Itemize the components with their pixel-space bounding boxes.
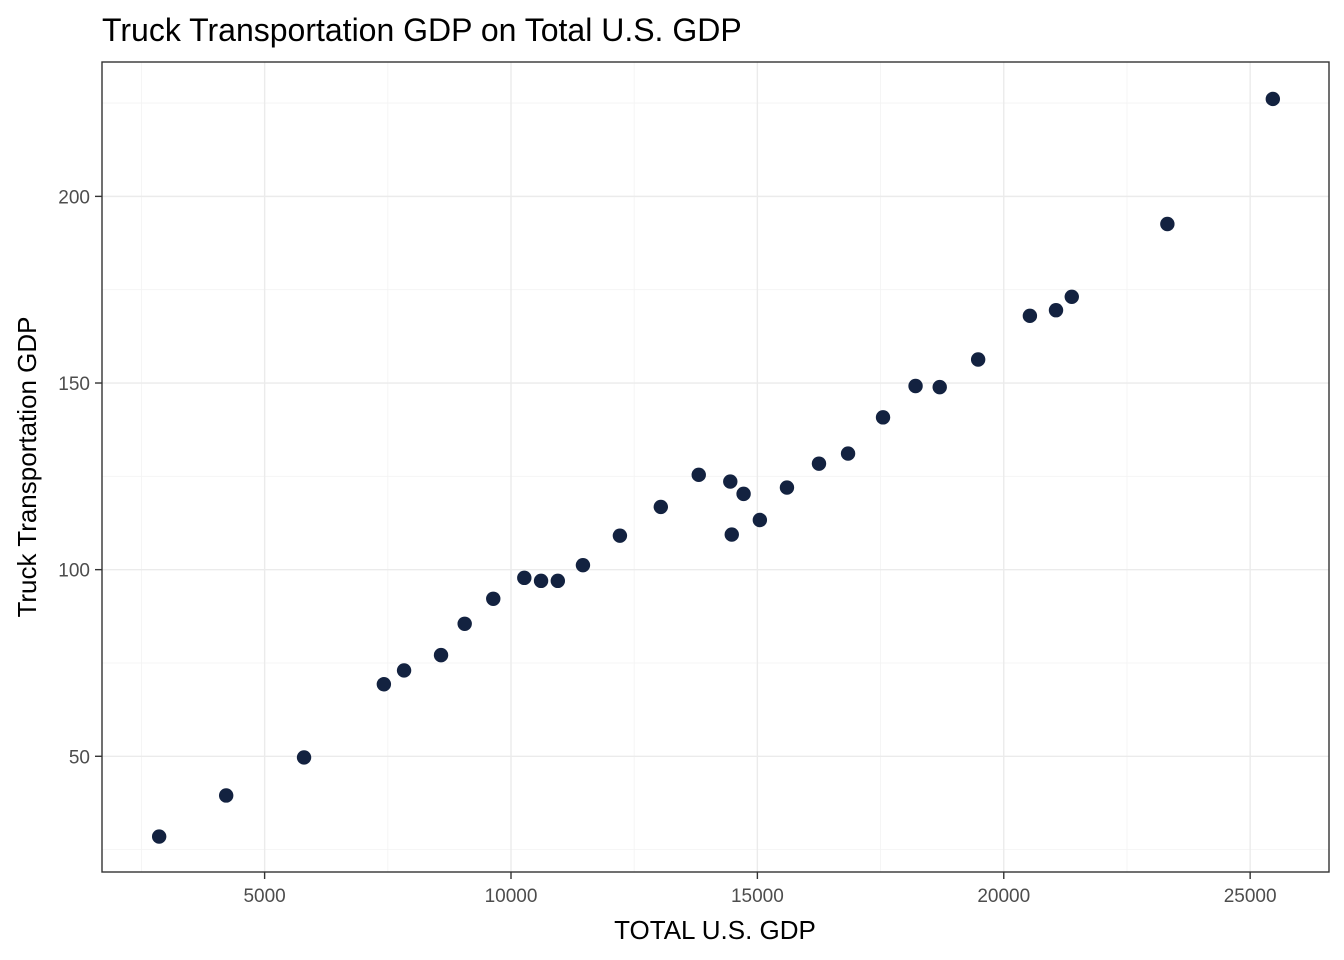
data-point bbox=[752, 512, 768, 528]
data-point bbox=[691, 467, 706, 483]
data-point bbox=[218, 788, 234, 803]
x-tick-label: 10000 bbox=[485, 886, 538, 907]
data-point bbox=[736, 486, 751, 502]
data-point bbox=[550, 573, 566, 589]
x-axis-label: TOTAL U.S. GDP bbox=[614, 915, 816, 945]
data-point bbox=[653, 499, 669, 515]
y-tick-label: 100 bbox=[58, 561, 90, 582]
data-point bbox=[151, 829, 167, 844]
x-tick-label: 15000 bbox=[731, 886, 784, 907]
x-tick-label: 5000 bbox=[243, 886, 285, 907]
data-point bbox=[575, 557, 591, 573]
x-tick-label: 20000 bbox=[977, 886, 1030, 907]
major-gridlines bbox=[102, 62, 1329, 872]
data-point bbox=[1022, 308, 1038, 324]
data-point bbox=[612, 528, 628, 543]
data-point bbox=[779, 480, 795, 495]
data-points bbox=[151, 91, 1281, 844]
x-tick-label: 25000 bbox=[1224, 886, 1277, 907]
chart-title: Truck Transportation GDP on Total U.S. G… bbox=[102, 12, 742, 48]
data-point bbox=[1048, 303, 1064, 318]
y-tick-label: 150 bbox=[58, 374, 90, 395]
data-point bbox=[875, 410, 891, 425]
data-point bbox=[533, 573, 549, 589]
data-point bbox=[932, 379, 947, 395]
data-point bbox=[908, 378, 923, 394]
data-point bbox=[840, 446, 856, 461]
data-point bbox=[517, 570, 532, 586]
data-point bbox=[1160, 216, 1175, 232]
data-point bbox=[457, 616, 472, 631]
y-axis-ticks: 50 100 150 200 bbox=[58, 187, 102, 768]
data-point bbox=[724, 527, 739, 542]
y-tick-label: 50 bbox=[69, 747, 90, 768]
y-tick-label: 200 bbox=[58, 187, 90, 208]
data-point bbox=[376, 677, 392, 692]
data-point bbox=[486, 591, 501, 606]
data-point bbox=[811, 456, 827, 471]
y-axis-label: Truck Transportation GDP bbox=[12, 316, 42, 617]
data-point bbox=[1064, 289, 1079, 304]
data-point bbox=[433, 647, 449, 663]
data-point bbox=[723, 474, 738, 489]
data-point bbox=[1265, 91, 1281, 107]
data-point bbox=[296, 750, 312, 765]
data-point bbox=[970, 352, 986, 367]
data-point bbox=[396, 663, 412, 678]
plot-panel-border bbox=[101, 61, 1330, 873]
x-axis-ticks: 5000 10000 15000 20000 25000 bbox=[243, 872, 1277, 907]
